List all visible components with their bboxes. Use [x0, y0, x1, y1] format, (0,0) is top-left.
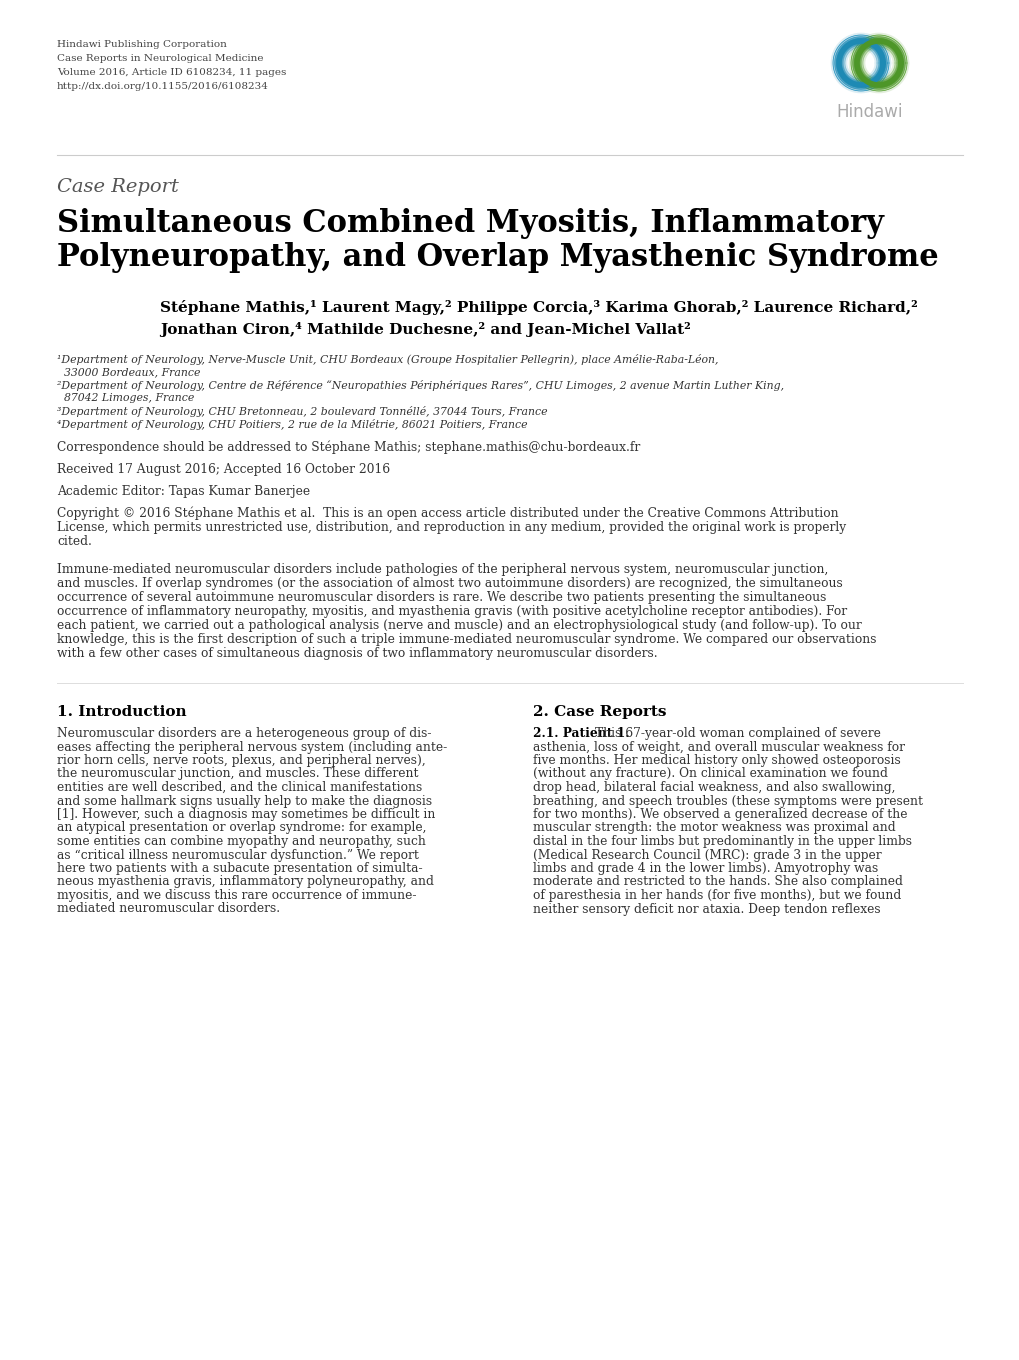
Text: asthenia, loss of weight, and overall muscular weakness for: asthenia, loss of weight, and overall mu…	[533, 740, 904, 753]
Text: 87042 Limoges, France: 87042 Limoges, France	[57, 393, 194, 403]
Text: eases affecting the peripheral nervous system (including ante-: eases affecting the peripheral nervous s…	[57, 740, 446, 753]
Text: ³Department of Neurology, CHU Bretonneau, 2 boulevard Tonnéllé, 37044 Tours, Fra: ³Department of Neurology, CHU Bretonneau…	[57, 407, 547, 418]
Text: 2. Case Reports: 2. Case Reports	[533, 704, 665, 719]
Text: http://dx.doi.org/10.1155/2016/6108234: http://dx.doi.org/10.1155/2016/6108234	[57, 82, 269, 91]
Text: [1]. However, such a diagnosis may sometimes be difficult in: [1]. However, such a diagnosis may somet…	[57, 808, 435, 821]
Text: 2.1. Patient 1.: 2.1. Patient 1.	[533, 728, 629, 740]
Text: moderate and restricted to the hands. She also complained: moderate and restricted to the hands. Sh…	[533, 876, 902, 888]
Text: and some hallmark signs usually help to make the diagnosis: and some hallmark signs usually help to …	[57, 794, 432, 808]
Text: an atypical presentation or overlap syndrome: for example,: an atypical presentation or overlap synd…	[57, 821, 426, 835]
Text: Case Reports in Neurological Medicine: Case Reports in Neurological Medicine	[57, 54, 263, 63]
Text: cited.: cited.	[57, 534, 92, 548]
Text: with a few other cases of simultaneous diagnosis of two inflammatory neuromuscul: with a few other cases of simultaneous d…	[57, 647, 657, 660]
Text: 33000 Bordeaux, France: 33000 Bordeaux, France	[57, 367, 200, 377]
Text: the neuromuscular junction, and muscles. These different: the neuromuscular junction, and muscles.…	[57, 767, 418, 781]
Text: Neuromuscular disorders are a heterogeneous group of dis-: Neuromuscular disorders are a heterogene…	[57, 728, 431, 740]
Text: Polyneuropathy, and Overlap Myasthenic Syndrome: Polyneuropathy, and Overlap Myasthenic S…	[57, 242, 937, 273]
Text: Immune-mediated neuromuscular disorders include pathologies of the peripheral ne: Immune-mediated neuromuscular disorders …	[57, 563, 827, 577]
Text: Copyright © 2016 Stéphane Mathis et al.  This is an open access article distribu: Copyright © 2016 Stéphane Mathis et al. …	[57, 507, 838, 521]
Text: (Medical Research Council (MRC): grade 3 in the upper: (Medical Research Council (MRC): grade 3…	[533, 849, 880, 861]
Text: ²Department of Neurology, Centre de Référence “Neuropathies Périphériques Rares”: ²Department of Neurology, Centre de Réfé…	[57, 379, 784, 392]
Text: Hindawi Publishing Corporation: Hindawi Publishing Corporation	[57, 39, 226, 49]
Text: for two months). We observed a generalized decrease of the: for two months). We observed a generaliz…	[533, 808, 907, 821]
Text: ⁴Department of Neurology, CHU Poitiers, 2 rue de la Milétrie, 86021 Poitiers, Fr: ⁴Department of Neurology, CHU Poitiers, …	[57, 419, 527, 430]
Text: five months. Her medical history only showed osteoporosis: five months. Her medical history only sh…	[533, 753, 900, 767]
Text: Received 17 August 2016; Accepted 16 October 2016: Received 17 August 2016; Accepted 16 Oct…	[57, 462, 389, 476]
Text: occurrence of inflammatory neuropathy, myositis, and myasthenia gravis (with pos: occurrence of inflammatory neuropathy, m…	[57, 605, 847, 617]
Text: and muscles. If overlap syndromes (or the association of almost two autoimmune d: and muscles. If overlap syndromes (or th…	[57, 577, 842, 590]
Text: distal in the four limbs but predominantly in the upper limbs: distal in the four limbs but predominant…	[533, 835, 911, 849]
Text: License, which permits unrestricted use, distribution, and reproduction in any m: License, which permits unrestricted use,…	[57, 521, 846, 534]
Text: ¹Department of Neurology, Nerve-Muscle Unit, CHU Bordeaux (Groupe Hospitalier Pe: ¹Department of Neurology, Nerve-Muscle U…	[57, 354, 717, 364]
Text: entities are well described, and the clinical manifestations: entities are well described, and the cli…	[57, 781, 422, 794]
Text: occurrence of several autoimmune neuromuscular disorders is rare. We describe tw: occurrence of several autoimmune neuromu…	[57, 592, 825, 604]
Text: limbs and grade 4 in the lower limbs). Amyotrophy was: limbs and grade 4 in the lower limbs). A…	[533, 862, 877, 874]
Text: (without any fracture). On clinical examination we found: (without any fracture). On clinical exam…	[533, 767, 887, 781]
Text: as “critical illness neuromuscular dysfunction.” We report: as “critical illness neuromuscular dysfu…	[57, 849, 419, 861]
Text: of paresthesia in her hands (for five months), but we found: of paresthesia in her hands (for five mo…	[533, 889, 901, 902]
Text: some entities can combine myopathy and neuropathy, such: some entities can combine myopathy and n…	[57, 835, 426, 849]
Text: breathing, and speech troubles (these symptoms were present: breathing, and speech troubles (these sy…	[533, 794, 922, 808]
Text: Case Report: Case Report	[57, 178, 178, 196]
Text: Stéphane Mathis,¹ Laurent Magy,² Philippe Corcia,³ Karima Ghorab,² Laurence Rich: Stéphane Mathis,¹ Laurent Magy,² Philipp…	[160, 301, 917, 316]
Text: This 67-year-old woman complained of severe: This 67-year-old woman complained of sev…	[594, 728, 880, 740]
Text: Simultaneous Combined Myositis, Inflammatory: Simultaneous Combined Myositis, Inflamma…	[57, 208, 883, 239]
Text: Jonathan Ciron,⁴ Mathilde Duchesne,² and Jean-Michel Vallat²: Jonathan Ciron,⁴ Mathilde Duchesne,² and…	[160, 322, 690, 337]
Text: mediated neuromuscular disorders.: mediated neuromuscular disorders.	[57, 903, 280, 915]
Text: Hindawi: Hindawi	[836, 103, 903, 121]
Text: drop head, bilateral facial weakness, and also swallowing,: drop head, bilateral facial weakness, an…	[533, 781, 895, 794]
Text: knowledge, this is the first description of such a triple immune-mediated neurom: knowledge, this is the first description…	[57, 632, 875, 646]
Text: 1. Introduction: 1. Introduction	[57, 704, 186, 719]
Text: myositis, and we discuss this rare occurrence of immune-: myositis, and we discuss this rare occur…	[57, 889, 416, 902]
Text: muscular strength: the motor weakness was proximal and: muscular strength: the motor weakness wa…	[533, 821, 895, 835]
Text: Academic Editor: Tapas Kumar Banerjee: Academic Editor: Tapas Kumar Banerjee	[57, 486, 310, 498]
Text: here two patients with a subacute presentation of simulta-: here two patients with a subacute presen…	[57, 862, 422, 874]
Text: neither sensory deficit nor ataxia. Deep tendon reflexes: neither sensory deficit nor ataxia. Deep…	[533, 903, 879, 915]
Text: each patient, we carried out a pathological analysis (nerve and muscle) and an e: each patient, we carried out a pathologi…	[57, 619, 861, 632]
Text: Volume 2016, Article ID 6108234, 11 pages: Volume 2016, Article ID 6108234, 11 page…	[57, 68, 286, 78]
Text: rior horn cells, nerve roots, plexus, and peripheral nerves),: rior horn cells, nerve roots, plexus, an…	[57, 753, 425, 767]
Text: Correspondence should be addressed to Stéphane Mathis; stephane.mathis@chu-borde: Correspondence should be addressed to St…	[57, 441, 640, 454]
Text: neous myasthenia gravis, inflammatory polyneuropathy, and: neous myasthenia gravis, inflammatory po…	[57, 876, 433, 888]
